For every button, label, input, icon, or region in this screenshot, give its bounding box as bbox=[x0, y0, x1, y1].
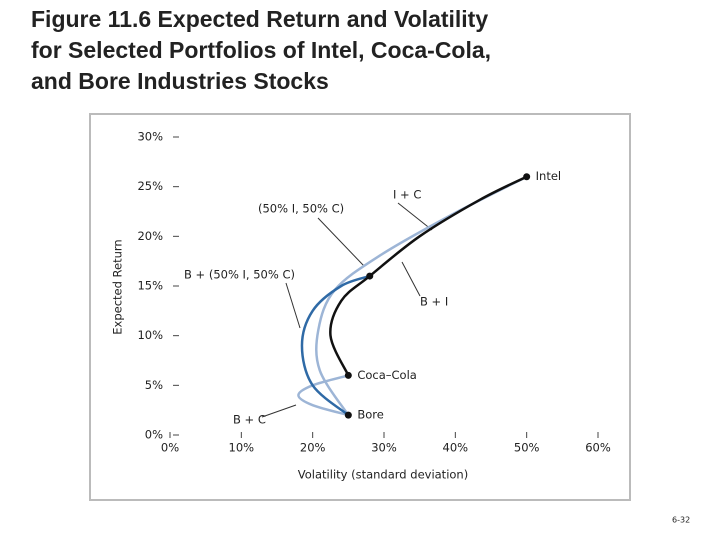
title-line: Figure 11.6 Expected Return and Volatili… bbox=[31, 6, 489, 32]
x-tick-label: 50% bbox=[514, 441, 540, 455]
arrow bbox=[401, 261, 421, 297]
y-tick-label: 30% bbox=[137, 130, 163, 144]
annotation: B + (50% I, 50% C) bbox=[184, 268, 295, 282]
point bbox=[523, 173, 531, 181]
x-tick-label: 30% bbox=[371, 441, 397, 455]
title-line: and Bore Industries Stocks bbox=[31, 68, 329, 94]
arrow bbox=[285, 282, 301, 329]
x-tick-label: 20% bbox=[300, 441, 326, 455]
point bbox=[344, 371, 352, 379]
point bbox=[344, 411, 352, 419]
annotation: I + C bbox=[393, 188, 421, 202]
annotation: B + C bbox=[233, 413, 266, 427]
curve bbox=[300, 274, 371, 417]
arrow bbox=[397, 202, 433, 231]
y-axis-label: Expected Return bbox=[111, 239, 125, 334]
point bbox=[366, 272, 374, 280]
y-tick-label: 5% bbox=[145, 378, 163, 392]
title-line: for Selected Portfolios of Intel, Coca-C… bbox=[31, 37, 492, 63]
x-tick-label: 40% bbox=[443, 441, 469, 455]
slide-title: Figure 11.6 Expected Return and Volatili… bbox=[31, 4, 491, 97]
y-tick-label: 20% bbox=[137, 229, 163, 243]
curve bbox=[297, 374, 349, 417]
annotation: (50% I, 50% C) bbox=[258, 202, 344, 216]
y-tick-label: 10% bbox=[137, 328, 163, 342]
point-label: Bore bbox=[357, 408, 383, 422]
arrow bbox=[317, 217, 365, 267]
y-tick-label: 15% bbox=[137, 279, 163, 293]
annotation: B + I bbox=[420, 295, 448, 309]
point-label: Coca–Cola bbox=[357, 368, 417, 382]
arrow bbox=[261, 404, 297, 418]
arrows bbox=[261, 202, 433, 418]
y-tick-label: 0% bbox=[145, 428, 163, 442]
x-tick-label: 10% bbox=[229, 441, 255, 455]
page-number: 6-32 bbox=[672, 516, 690, 525]
x-tick-label: 60% bbox=[585, 441, 611, 455]
x-axis-label: Volatility (standard deviation) bbox=[298, 468, 468, 482]
point-label: Intel bbox=[536, 169, 561, 183]
y-tick-label: 25% bbox=[137, 179, 163, 193]
x-tick-label: 0% bbox=[161, 441, 179, 455]
chart-frame bbox=[89, 113, 631, 501]
